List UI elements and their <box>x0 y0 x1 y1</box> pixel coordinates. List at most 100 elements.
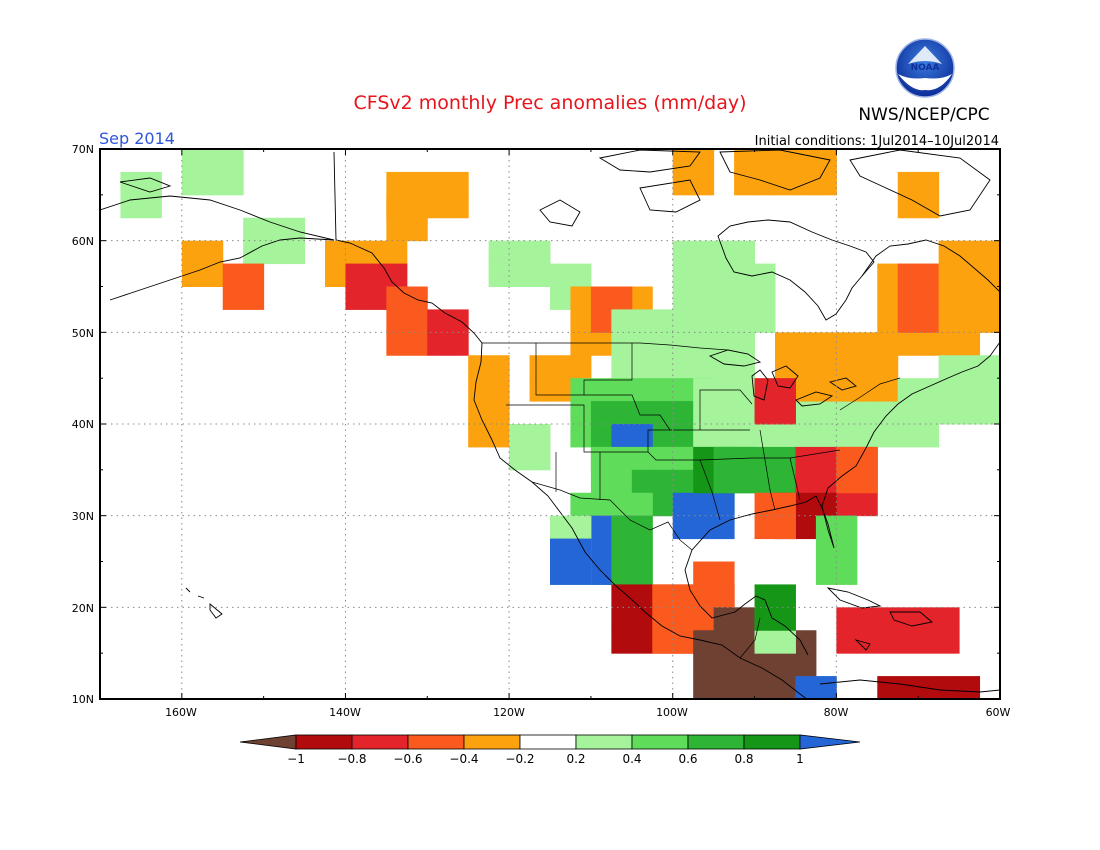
anomaly-cell <box>836 332 858 356</box>
anomaly-cell <box>325 240 346 265</box>
anomaly-cell <box>611 378 633 402</box>
anomaly-cell <box>222 171 244 196</box>
anomaly-cell <box>386 309 408 333</box>
anomaly-cell <box>713 653 735 677</box>
anomaly-cell <box>959 309 981 333</box>
anomaly-cell <box>836 538 858 562</box>
anomaly-cell <box>550 355 571 379</box>
lat-label-40n: 40N <box>72 418 94 431</box>
anomaly-cell <box>672 630 694 654</box>
anomaly-cell <box>795 699 816 722</box>
anomaly-cell <box>775 630 796 654</box>
anomaly-cell <box>631 309 653 333</box>
anomaly-cell <box>672 171 694 196</box>
anomaly-cell <box>877 630 899 654</box>
anomaly-cell <box>693 240 715 265</box>
anomaly-cell <box>590 309 612 333</box>
anomaly-cell <box>734 469 756 494</box>
anomaly-cell <box>693 332 715 356</box>
anomaly-cell <box>959 676 981 699</box>
colorbar-tick: −1 <box>287 752 305 766</box>
anomaly-cell <box>856 630 878 654</box>
anomaly-cell <box>611 630 633 654</box>
anomaly-cell <box>652 630 674 654</box>
anomaly-cell <box>488 378 510 402</box>
colorbar-bin <box>463 734 521 750</box>
anomaly-cell <box>754 149 776 173</box>
anomaly-cell <box>631 561 653 585</box>
anomaly-cell <box>590 332 612 356</box>
anomaly-cell <box>263 240 285 265</box>
anomaly-cell <box>836 446 858 471</box>
anomaly-cell <box>406 194 428 219</box>
anomaly-cell <box>693 355 715 379</box>
anomaly-cell <box>713 355 735 379</box>
anomaly-cell <box>652 378 674 402</box>
anomaly-cell <box>631 469 653 494</box>
anomaly-cell <box>672 263 694 287</box>
anomaly-cell <box>713 584 735 608</box>
anomaly-cell <box>918 699 939 722</box>
anomaly-cell <box>693 263 715 287</box>
anomaly-cell <box>734 378 756 402</box>
anomaly-cell <box>693 584 715 608</box>
anomaly-cell <box>570 263 592 287</box>
anomaly-cell <box>713 309 735 333</box>
anomaly-cell <box>529 240 551 265</box>
anomaly-cell <box>918 630 940 654</box>
anomaly-cell <box>631 424 653 448</box>
anomaly-cell <box>672 424 694 448</box>
anomaly-cell <box>550 378 571 402</box>
anomaly-cell <box>406 217 428 242</box>
anomaly-cell <box>775 332 796 356</box>
anomaly-cell <box>979 378 1000 402</box>
anomaly-cell <box>815 332 837 356</box>
anomaly-cell <box>672 469 694 494</box>
anomaly-cell <box>775 515 796 540</box>
anomaly-cell <box>570 286 592 310</box>
anomaly-cell <box>836 378 858 402</box>
anomaly-cell <box>488 355 510 379</box>
colorbar-bin <box>575 734 633 750</box>
anomaly-cell <box>856 332 878 356</box>
anomaly-cell <box>468 355 490 379</box>
anomaly-cell <box>877 699 898 722</box>
anomaly-cell <box>734 263 756 287</box>
anomaly-cell <box>693 309 715 333</box>
anomaly-cell <box>570 401 592 425</box>
anomaly-cell <box>243 240 265 265</box>
anomaly-cell <box>754 263 776 287</box>
anomaly-cell <box>509 446 531 471</box>
anomaly-cell <box>550 286 571 310</box>
anomaly-cell <box>611 561 633 585</box>
map-title: CFSv2 monthly Prec anomalies (mm/day) <box>353 92 746 114</box>
anomaly-cell <box>836 355 858 379</box>
anomaly-cell <box>856 446 878 471</box>
anomaly-cell <box>713 607 735 631</box>
anomaly-cell <box>590 515 612 540</box>
lat-label-70n: 70N <box>72 143 94 156</box>
anomaly-cell <box>775 584 796 608</box>
anomaly-cell <box>529 355 551 379</box>
anomaly-cell <box>775 401 796 425</box>
axis-ticks <box>99 148 1001 700</box>
anomaly-cell <box>590 378 612 402</box>
anomaly-cell <box>693 286 715 310</box>
lon-label-160w: 160W <box>165 706 197 719</box>
anomaly-cell <box>959 286 981 310</box>
anomaly-cell <box>877 355 899 379</box>
anomaly-cell <box>938 240 960 265</box>
anomaly-cell <box>672 607 694 631</box>
anomaly-cell <box>754 171 776 196</box>
anomaly-cell <box>365 240 387 265</box>
colorbar-tick: 0.6 <box>678 752 697 766</box>
anomaly-cell <box>897 286 919 310</box>
anomaly-cell <box>938 630 960 654</box>
anomaly-cell <box>775 492 796 517</box>
anomaly-cell <box>611 309 633 333</box>
anomaly-cell <box>918 286 940 310</box>
anomaly-cell <box>181 171 203 196</box>
anomaly-cell <box>877 263 899 287</box>
anomaly-cell <box>959 355 981 379</box>
anomaly-cell <box>815 401 837 425</box>
